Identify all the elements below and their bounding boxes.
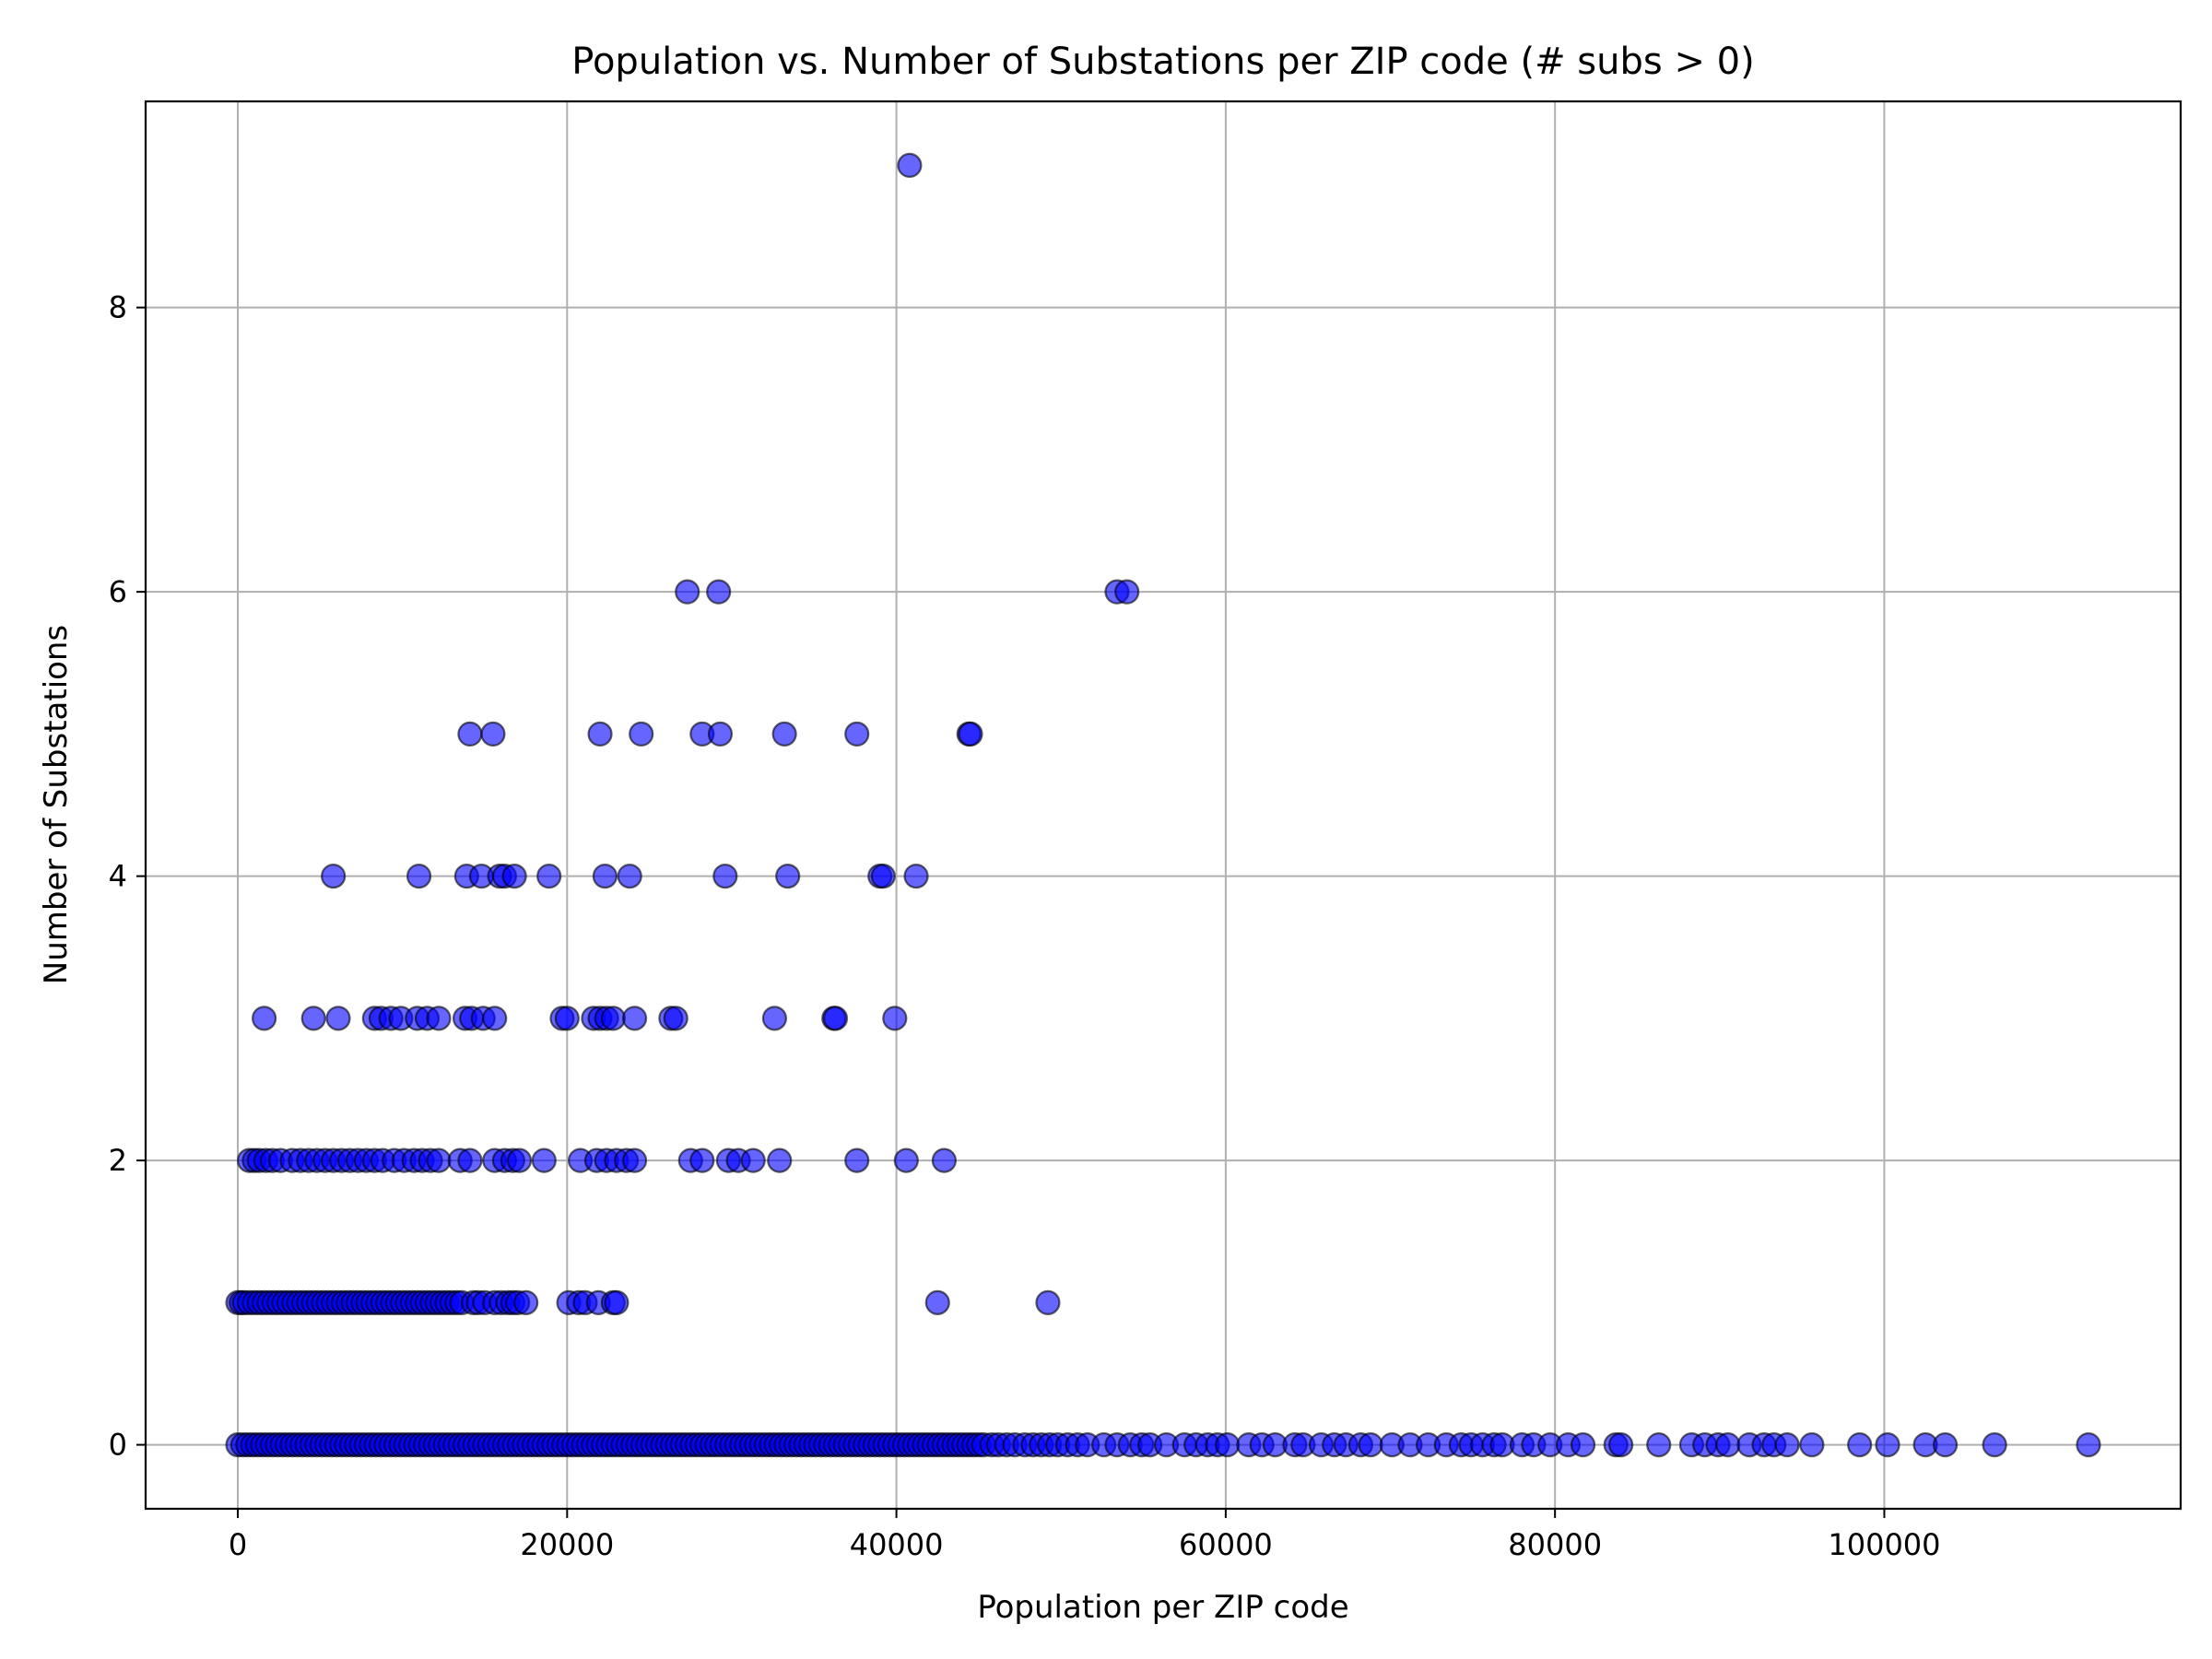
data-point [426, 1006, 452, 1031]
data-point [882, 1006, 908, 1031]
data-point [844, 721, 870, 747]
data-point [252, 1006, 277, 1031]
data-point [1774, 1431, 1800, 1458]
x-tick-label: 60000 [1179, 1527, 1273, 1562]
data-point [506, 1147, 533, 1173]
data-point [501, 864, 527, 889]
data-point [1570, 1431, 1596, 1458]
data-point [1215, 1431, 1241, 1458]
data-point [893, 1147, 919, 1173]
data-point [767, 1147, 793, 1173]
y-tick-label: 6 [109, 574, 127, 609]
data-point [663, 1006, 688, 1031]
data-point [1982, 1431, 2007, 1458]
data-point [924, 1289, 950, 1315]
x-tick-label: 100000 [1828, 1527, 1940, 1562]
data-points [225, 152, 2101, 1458]
data-point [870, 864, 896, 889]
x-axis-ticks: 0 20000 40000 60000 80000 100000 [229, 1509, 1941, 1562]
data-point [300, 1006, 326, 1031]
data-point [621, 1147, 648, 1173]
data-point [321, 864, 347, 889]
data-point [1715, 1431, 1741, 1458]
data-point [897, 152, 923, 179]
data-point [2076, 1431, 2101, 1458]
data-point [621, 1006, 648, 1031]
data-point [592, 864, 618, 889]
data-point [513, 1289, 539, 1315]
y-tick-label: 2 [109, 1143, 127, 1178]
data-point [1875, 1431, 1900, 1458]
data-point [771, 721, 797, 747]
plot-frame [144, 100, 2183, 1511]
data-point [536, 864, 562, 889]
data-point [482, 1006, 508, 1031]
x-tick-label: 20000 [520, 1527, 614, 1562]
data-point [457, 1147, 483, 1173]
data-point [325, 1006, 351, 1031]
data-point [712, 864, 738, 889]
data-point [931, 1147, 958, 1173]
data-point [1114, 579, 1140, 605]
y-axis-ticks: 0 2 4 6 8 [109, 290, 146, 1463]
data-point [1358, 1431, 1383, 1458]
data-point [1847, 1431, 1873, 1458]
data-point [675, 579, 700, 605]
data-point [617, 864, 642, 889]
y-tick-label: 4 [109, 859, 127, 894]
data-point [775, 864, 801, 889]
y-tick-label: 0 [109, 1428, 127, 1463]
y-axis-label: Number of Substations [38, 625, 75, 984]
data-point [689, 1147, 715, 1173]
data-point [761, 1006, 788, 1031]
data-point [1608, 1431, 1634, 1458]
y-tick-label: 8 [109, 290, 127, 325]
x-axis-label: Population per ZIP code [977, 1589, 1348, 1626]
data-point [531, 1147, 557, 1173]
data-point [629, 721, 654, 747]
x-tick-label: 0 [229, 1527, 247, 1562]
data-point [457, 721, 483, 747]
data-point [1799, 1431, 1825, 1458]
chart-title: Population vs. Number of Substations per… [571, 41, 1754, 83]
data-point [480, 721, 506, 747]
data-point [554, 1006, 580, 1031]
x-tick-label: 40000 [850, 1527, 944, 1562]
data-point [426, 1147, 452, 1173]
data-point [822, 1006, 849, 1031]
data-point [406, 864, 432, 889]
data-point [707, 721, 734, 747]
data-point [706, 579, 732, 605]
x-tick-label: 80000 [1508, 1527, 1602, 1562]
data-point [1646, 1431, 1672, 1458]
data-point [587, 721, 613, 747]
data-point [844, 1147, 870, 1173]
data-point [903, 864, 929, 889]
data-point [604, 1289, 629, 1315]
data-point [740, 1147, 766, 1173]
data-point [1035, 1289, 1061, 1315]
data-point [600, 1006, 626, 1031]
data-point [1932, 1431, 1959, 1458]
data-point [958, 721, 983, 747]
